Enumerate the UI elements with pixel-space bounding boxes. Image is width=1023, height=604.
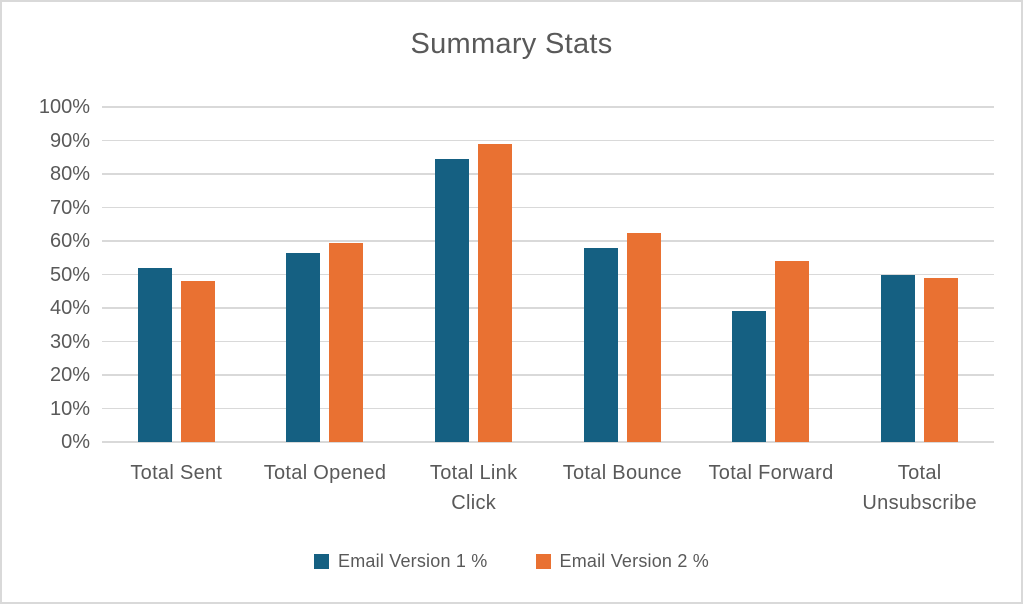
y-axis-tick-label: 30% <box>49 330 90 353</box>
bar-series2-total-sent <box>180 281 215 442</box>
y-axis-tick-label: 40% <box>49 297 90 319</box>
bar-series1-total-bounce <box>583 247 618 442</box>
gridline <box>102 206 994 209</box>
legend-item-email-version-1: Email Version 1 % <box>314 551 487 572</box>
y-axis-tick-label: 20% <box>49 364 90 386</box>
bar-group-total-forward <box>697 107 846 442</box>
chart-title: Summary Stats <box>410 28 613 60</box>
bar-series1-total-unsubscribe <box>881 274 916 442</box>
y-axis-tick-label: 0% <box>61 431 90 453</box>
x-axis-category-label: Total Forward <box>708 462 834 484</box>
bar-series2-total-link-click <box>478 143 513 442</box>
y-axis-tick-label: 100% <box>38 96 90 118</box>
gridline <box>102 106 994 108</box>
gridline <box>102 307 994 309</box>
bar-group-total-link-click <box>399 107 548 442</box>
legend-color-swatch-icon <box>535 554 551 569</box>
legend-label: Email Version 1 % <box>338 551 488 571</box>
x-axis-line <box>102 441 994 443</box>
bar-group-total-sent <box>102 107 251 442</box>
gridline <box>102 374 994 376</box>
x-axis-category-label: Total Link Click <box>429 462 518 514</box>
legend-item-email-version-2: Email Version 2 % <box>535 551 709 572</box>
y-axis-tick-label: 10% <box>49 397 90 420</box>
bar-group-total-opened <box>251 107 400 442</box>
gridline <box>102 407 994 410</box>
y-axis-tick-label: 70% <box>49 196 90 219</box>
x-axis-category-label: Total Unsubscribe <box>862 462 977 514</box>
legend-color-swatch-icon <box>314 554 330 569</box>
legend: Email Version 1 % Email Version 2 % <box>2 551 1021 572</box>
gridline <box>102 240 994 242</box>
bar-series1-total-forward <box>732 311 767 442</box>
x-axis-category-label: Total Opened <box>263 462 387 484</box>
x-axis-category-label: Total Bounce <box>562 462 682 484</box>
y-axis-tick-label: 60% <box>49 230 90 252</box>
y-axis-tick-label: 80% <box>49 163 90 185</box>
plot-area <box>102 106 994 443</box>
bar-series2-total-bounce <box>626 232 661 442</box>
y-axis-tick-label: 50% <box>49 263 90 286</box>
gridline <box>102 273 994 276</box>
gridline <box>102 340 994 343</box>
bar-series2-total-forward <box>775 261 810 442</box>
y-axis-tick-label: 90% <box>49 129 90 152</box>
bar-group-total-unsubscribe <box>845 107 994 442</box>
bar-series1-total-sent <box>137 267 172 442</box>
bar-group-total-bounce <box>548 107 697 442</box>
bar-series2-total-opened <box>329 242 364 442</box>
gridline <box>102 173 994 175</box>
bar-series2-total-unsubscribe <box>924 277 959 442</box>
x-axis-category-label: Total Sent <box>130 462 223 484</box>
bar-series1-total-link-click <box>435 158 470 442</box>
gridline <box>102 139 994 142</box>
legend-label: Email Version 2 % <box>559 551 709 571</box>
bar-series1-total-opened <box>286 252 321 442</box>
